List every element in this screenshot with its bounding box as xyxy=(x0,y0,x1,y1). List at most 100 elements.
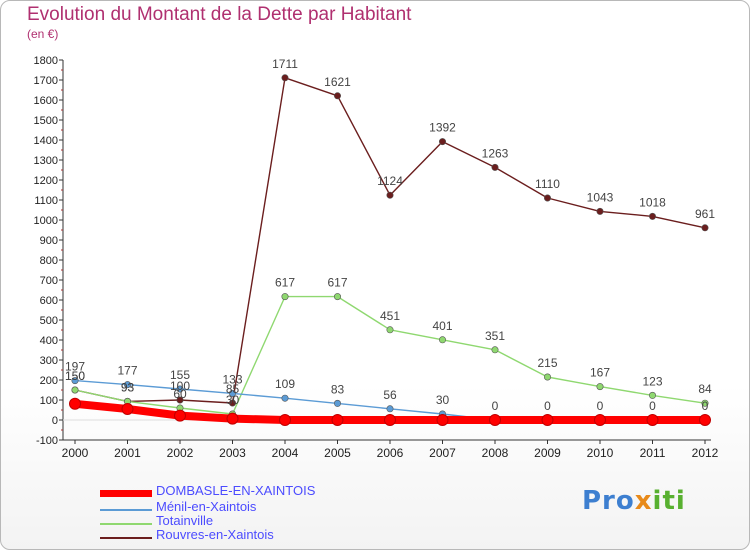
data-point xyxy=(174,409,186,422)
data-point xyxy=(71,386,79,394)
y-tick-label: 900 xyxy=(40,235,58,247)
x-tick-label: 2003 xyxy=(219,446,246,460)
data-label: 100 xyxy=(170,379,190,393)
chart-title: Evolution du Montant de la Dette par Hab… xyxy=(27,4,412,25)
y-tick-label: 200 xyxy=(40,375,58,387)
data-point xyxy=(701,224,709,232)
legend-swatch xyxy=(100,509,152,511)
y-tick-label: 500 xyxy=(40,315,58,327)
x-tick-label: 2002 xyxy=(167,446,194,460)
x-tick-label: 2007 xyxy=(429,446,456,460)
data-point xyxy=(438,138,446,146)
data-point xyxy=(281,293,289,301)
data-label: 133 xyxy=(222,372,242,386)
legend-swatch xyxy=(100,537,152,539)
series-line xyxy=(74,77,706,404)
data-label: 0 xyxy=(492,399,499,413)
data-label: 109 xyxy=(275,377,295,391)
y-tick-label: 300 xyxy=(40,355,58,367)
y-tick-label: 700 xyxy=(40,275,58,287)
y-tick-label: 1800 xyxy=(34,55,58,67)
data-label: 93 xyxy=(121,380,135,394)
data-label: 0 xyxy=(649,399,656,413)
logo-part: iti xyxy=(652,486,686,516)
data-point xyxy=(543,373,551,381)
data-point xyxy=(333,399,341,407)
y-tick-label: 0 xyxy=(52,415,58,427)
y-tick-label: 1100 xyxy=(34,195,58,207)
x-tick-label: 2009 xyxy=(534,446,561,460)
data-point xyxy=(648,212,656,220)
proxiti-logo: Proxiti xyxy=(582,486,686,516)
data-label: 1711 xyxy=(272,57,298,71)
data-label: 93 xyxy=(121,380,135,394)
unit-label: (en €) xyxy=(27,27,59,41)
data-point xyxy=(701,399,709,407)
data-label: 1621 xyxy=(324,75,351,89)
data-point xyxy=(596,383,604,391)
data-label: 351 xyxy=(485,329,505,343)
data-label: 1018 xyxy=(639,195,666,209)
y-tick-label: 1400 xyxy=(34,135,58,147)
data-point xyxy=(281,394,289,402)
data-point xyxy=(384,414,396,426)
x-tick-label: 2000 xyxy=(62,446,89,460)
data-point xyxy=(646,414,659,426)
x-tick-label: 2011 xyxy=(640,446,666,460)
data-label: 1392 xyxy=(429,121,456,135)
data-label: 83 xyxy=(331,382,345,396)
data-point xyxy=(386,326,394,334)
x-tick-label: 2008 xyxy=(482,446,509,460)
x-tick-label: 2005 xyxy=(324,446,351,460)
data-label: 30 xyxy=(226,393,240,407)
y-tick-label: 1300 xyxy=(34,155,58,167)
y-tick-label: 100 xyxy=(40,395,58,407)
logo-part: x xyxy=(634,486,653,516)
data-label: 150 xyxy=(65,369,85,383)
y-tick-label: 600 xyxy=(40,295,58,307)
y-tick-label: 1500 xyxy=(34,115,58,127)
data-label: 401 xyxy=(432,319,452,333)
data-point xyxy=(543,194,551,202)
data-point xyxy=(121,403,134,415)
data-point xyxy=(489,414,501,426)
data-point xyxy=(491,346,499,354)
data-label: 617 xyxy=(275,276,295,290)
data-label: 56 xyxy=(383,388,397,402)
x-tick-label: 2012 xyxy=(692,446,719,460)
data-point xyxy=(279,414,291,426)
data-point xyxy=(69,397,81,410)
data-point xyxy=(281,74,289,82)
data-label: 215 xyxy=(537,356,557,370)
data-label: 85 xyxy=(226,382,240,396)
y-tick-label: 1700 xyxy=(34,75,58,87)
data-label: 177 xyxy=(117,364,137,378)
data-label: 84 xyxy=(698,382,712,396)
data-point xyxy=(124,381,132,389)
data-label: 0 xyxy=(702,399,709,413)
data-point xyxy=(331,414,344,426)
data-point xyxy=(699,414,711,426)
data-label: 961 xyxy=(695,207,715,221)
y-tick-label: -100 xyxy=(36,435,58,447)
y-tick-label: 1200 xyxy=(34,175,58,187)
data-point xyxy=(596,207,604,215)
legend-label: DOMBASLE-EN-XAINTOIS xyxy=(156,483,316,498)
data-point xyxy=(229,399,237,407)
data-point xyxy=(541,414,554,426)
data-label: 617 xyxy=(327,276,347,290)
data-point xyxy=(386,191,394,199)
data-point xyxy=(386,405,394,413)
data-point xyxy=(436,414,449,426)
data-label: 0 xyxy=(597,399,604,413)
logo-part: Pro xyxy=(582,486,635,516)
data-label: 167 xyxy=(590,366,610,380)
data-point xyxy=(491,163,499,171)
data-label: 451 xyxy=(380,309,400,323)
y-tick-label: 800 xyxy=(40,255,58,267)
data-label: 1263 xyxy=(482,146,509,160)
data-label: 150 xyxy=(65,369,85,383)
x-tick-label: 2010 xyxy=(587,446,614,460)
data-label: 1110 xyxy=(535,177,560,191)
